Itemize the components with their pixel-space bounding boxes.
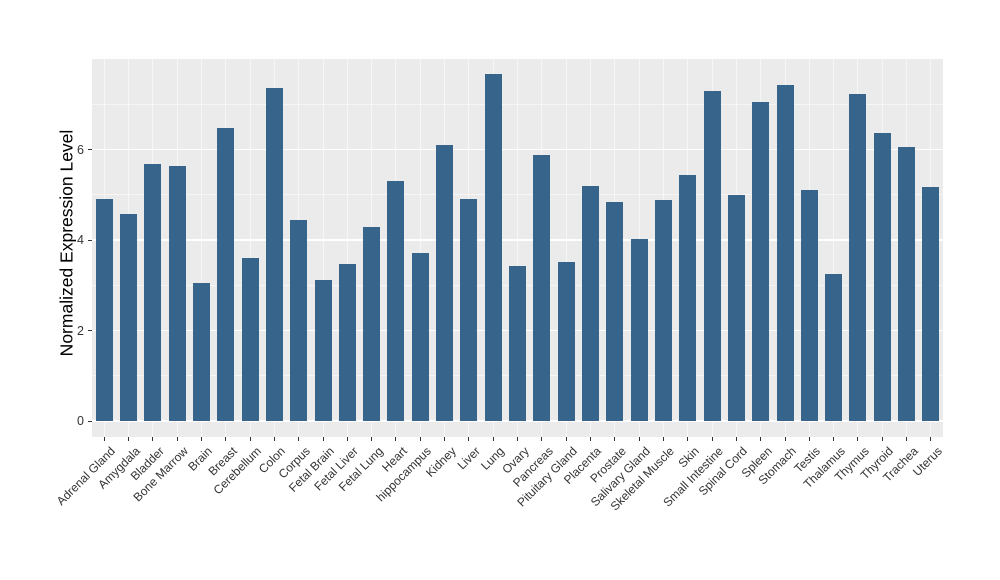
x-tick-mark — [225, 437, 227, 441]
x-tick-mark — [346, 437, 348, 441]
x-tick-mark — [589, 437, 591, 441]
bar-thyroid — [873, 132, 891, 421]
major-gridline — [92, 148, 943, 151]
minor-gridline — [92, 194, 943, 196]
x-tick-mark — [128, 437, 129, 441]
bar-adrenal-gland — [95, 199, 113, 421]
bar-bladder — [144, 164, 162, 421]
bar-fetal-liver — [338, 264, 356, 421]
minor-gridline — [92, 103, 943, 105]
vertical-gridline — [249, 59, 251, 437]
x-tick-mark — [760, 437, 762, 441]
vertical-gridline — [833, 59, 835, 437]
y-tick-mark — [88, 149, 92, 150]
x-tick-mark — [273, 437, 275, 441]
bar-lung — [484, 74, 502, 421]
bar-thalamus — [825, 273, 843, 421]
bar-skeletal-muscle — [654, 200, 672, 421]
y-tick-label: 0 — [77, 414, 84, 428]
x-tick-mark — [322, 437, 324, 441]
y-tick-mark — [88, 239, 92, 241]
vertical-gridline — [322, 59, 324, 437]
x-tick-mark — [176, 437, 178, 441]
x-tick-mark — [857, 437, 859, 441]
x-tick-mark — [419, 437, 421, 441]
vertical-gridline — [200, 59, 202, 437]
bar-uterus — [922, 187, 940, 421]
x-tick-mark — [395, 437, 397, 441]
x-tick-label: Liver — [454, 444, 483, 473]
bar-liver — [460, 199, 478, 421]
x-tick-mark — [614, 437, 616, 441]
vertical-gridline — [565, 59, 567, 437]
bar-spinal-cord — [727, 195, 745, 421]
x-tick-mark — [735, 437, 737, 441]
x-tick-mark — [492, 437, 494, 441]
bar-brain — [192, 283, 210, 421]
x-tick-mark — [444, 437, 446, 441]
x-tick-mark — [881, 437, 883, 441]
x-tick-mark — [565, 437, 567, 441]
x-tick-mark — [833, 437, 835, 441]
x-tick-mark — [371, 437, 373, 441]
vertical-gridline — [346, 59, 348, 437]
x-tick-mark — [930, 437, 932, 441]
bar-fetal-brain — [314, 279, 332, 421]
bar-bone-marrow — [168, 165, 186, 421]
bar-prostate — [606, 202, 624, 421]
x-tick-mark — [298, 437, 300, 441]
bar-skin — [679, 175, 697, 421]
x-tick-mark — [468, 437, 470, 441]
bar-breast — [217, 128, 235, 421]
bar-testis — [800, 189, 818, 421]
major-gridline — [92, 239, 943, 241]
bar-pituitary-gland — [557, 261, 575, 421]
plot-panel — [92, 59, 943, 437]
x-tick-mark — [638, 437, 640, 441]
x-tick-mark — [711, 437, 713, 441]
bar-colon — [265, 87, 283, 421]
x-tick-mark — [784, 437, 786, 441]
x-tick-mark — [808, 437, 810, 441]
major-gridline — [92, 420, 943, 422]
y-tick-mark — [88, 330, 92, 331]
x-tick-mark — [249, 437, 251, 441]
x-tick-mark — [103, 437, 105, 441]
bar-salivary-gland — [630, 238, 648, 421]
x-tick-mark — [687, 437, 689, 441]
x-tick-mark — [541, 437, 543, 441]
bar-small-intestine — [703, 91, 721, 421]
bar-heart — [387, 181, 405, 421]
bar-amygdala — [120, 213, 137, 421]
y-tick-label: 2 — [77, 323, 84, 338]
y-tick-label: 4 — [77, 233, 84, 247]
x-tick-mark — [662, 437, 664, 441]
vertical-gridline — [419, 59, 421, 437]
x-tick-mark — [200, 437, 202, 441]
bar-corpus — [290, 219, 308, 421]
bar-thymus — [849, 93, 867, 421]
bar-spleen — [752, 102, 770, 421]
bar-hippocampus — [411, 253, 429, 421]
bar-ovary — [509, 265, 526, 421]
y-tick-mark — [88, 420, 92, 422]
y-tick-label: 6 — [77, 142, 84, 157]
x-tick-mark — [906, 437, 907, 441]
bar-trachea — [898, 146, 915, 421]
bar-kidney — [436, 144, 454, 421]
x-tick-mark — [517, 437, 518, 441]
x-tick-mark — [152, 437, 154, 441]
vertical-gridline — [517, 59, 518, 437]
bar-fetal-lung — [363, 227, 381, 421]
bar-pancreas — [533, 155, 551, 421]
bar-stomach — [776, 84, 794, 421]
bar-placenta — [581, 186, 599, 421]
bar-cerebellum — [241, 258, 259, 421]
